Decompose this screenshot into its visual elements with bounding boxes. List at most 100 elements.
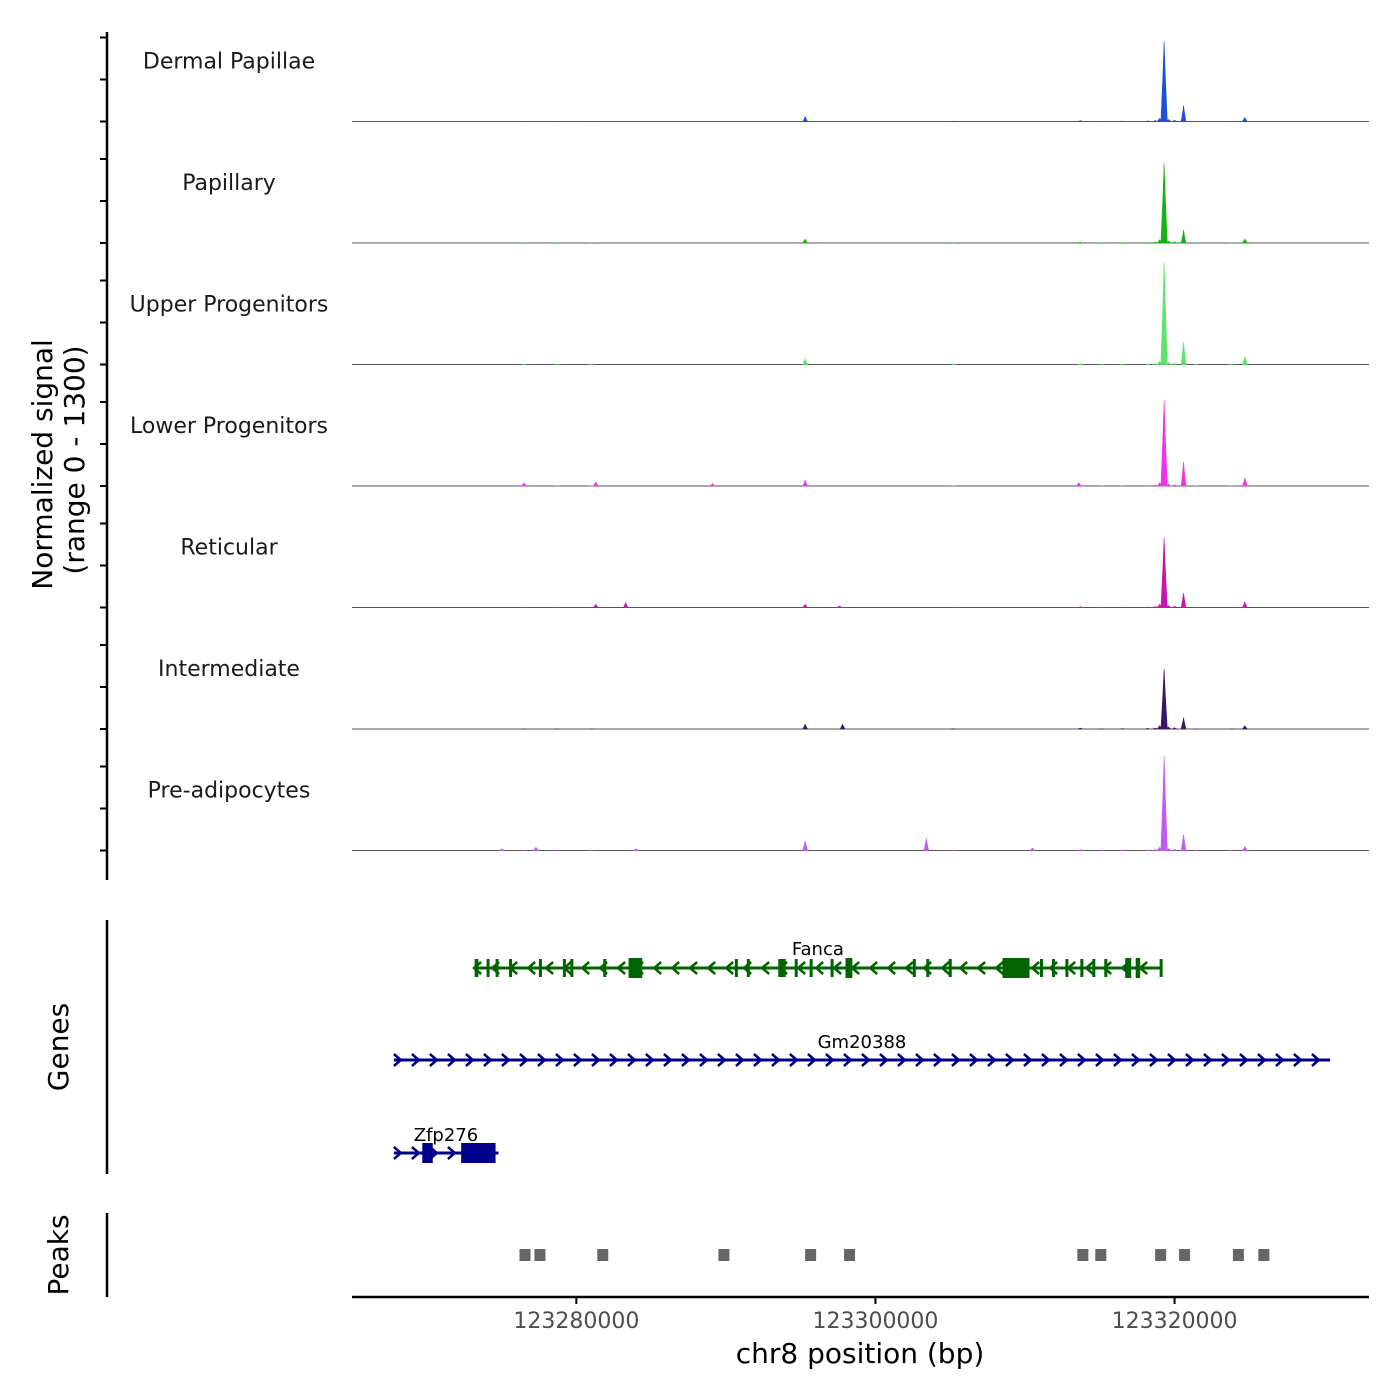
coverage-peak [1077,606,1083,608]
strand-chevron [411,1146,421,1160]
exon [1092,959,1096,977]
coverage-peak [1160,400,1168,487]
strand-chevron [1077,1053,1087,1067]
strand-chevron [1293,1053,1303,1067]
coverage-peak [1145,728,1151,730]
peak-region [805,1249,817,1261]
peaks-panel [519,1249,1270,1261]
track-label: Dermal Papillae [143,50,315,75]
strand-chevron [1113,1053,1123,1067]
strand-chevron [447,1053,457,1067]
peak-region [597,1249,609,1261]
coverage-peak [1152,363,1158,365]
coverage-peak [1145,849,1151,851]
coverage-peak [1172,484,1178,487]
strand-chevron [789,1053,799,1067]
track-label: Lower Progenitors [130,414,328,439]
strand-chevron [1275,1053,1285,1067]
peak-region [519,1249,531,1261]
coverage-peak [1029,847,1036,851]
coverage-track: Papillary [182,162,1369,244]
exon [926,959,930,977]
coverage-track: Reticular [180,536,1369,608]
coverage-peak [839,723,846,730]
strand-chevron [940,961,950,975]
coverage-peak [1241,238,1248,244]
coverage-peak [923,838,930,851]
coverage-peak [1241,116,1248,122]
exon [778,959,786,977]
coverage-peak [1145,363,1151,365]
track-label: Papillary [182,171,276,196]
strand-chevron [861,1053,871,1067]
x-tick-label: 123320000 [1112,1309,1238,1334]
strand-chevron [555,1053,565,1067]
exon [1104,959,1108,977]
exon-large [422,1143,433,1163]
strand-chevron [447,1146,457,1160]
exon-large [845,958,853,978]
coverage-peak [802,238,809,244]
x-axis: 123280000 123300000 123320000 [352,1295,1369,1334]
gene-label: Zfp276 [414,1125,478,1146]
coverage-peak [1077,727,1083,730]
coverage-peak [802,840,808,851]
coverage-peak [1241,601,1248,608]
coverage-peak [1172,848,1178,851]
strand-chevron [501,1053,511,1067]
strand-chevron [1005,1053,1015,1067]
exon [1039,959,1043,977]
peaks-axis-title: Peaks [42,1214,75,1295]
strand-chevron [1030,961,1040,975]
coverage-peak [1242,355,1248,365]
track-label: Upper Progenitors [130,293,329,318]
track-label: Intermediate [158,657,300,682]
strand-chevron [472,961,482,975]
coverage-y-axis [100,32,109,880]
exon-large [628,958,643,978]
strand-chevron [1041,1053,1051,1067]
strand-chevron [609,1053,619,1067]
coverage-peak [1077,363,1083,365]
strand-chevron [645,1053,655,1067]
strand-chevron [843,1053,853,1067]
coverage-track: Pre-adipocytes [148,756,1369,851]
coverage-track: Upper Progenitors [130,262,1369,365]
strand-chevron [886,961,896,975]
peak-region [1155,1249,1167,1261]
coverage-peak [1180,461,1187,487]
strand-chevron [976,961,986,975]
strand-chevron [627,1053,637,1067]
strand-chevron [1221,1053,1231,1067]
strand-chevron [544,961,554,975]
coverage-track: Intermediate [158,657,1369,730]
exon [486,959,490,977]
coverage-peak [709,483,716,487]
coverage-peak [1241,725,1248,730]
strand-chevron [537,1053,547,1067]
strand-chevron [393,1053,403,1067]
coverage-peak [802,479,809,487]
exon [509,959,513,977]
gene: Gm20388 [393,1032,1331,1067]
coverage-peak [1242,476,1248,487]
exon [948,959,952,977]
coverage-peak [1180,834,1187,851]
strand-chevron [616,961,626,975]
exon [538,959,542,977]
strand-chevron [832,961,842,975]
peak-region [1258,1249,1270,1261]
coverage-peak [1077,241,1083,244]
strand-chevron [1203,1053,1213,1067]
strand-chevron [868,961,878,975]
strand-chevron [670,961,680,975]
coverage-peak [1180,342,1187,365]
coverage-peak [1172,727,1178,730]
gene: Zfp276 [393,1125,499,1163]
coverage-peak [592,481,599,487]
coverage-panel: Dermal Papillae Papillary Upper Progenitor… [130,41,1369,851]
exon [830,959,834,977]
coverage-peak [532,846,539,851]
coverage-peak [802,358,809,365]
